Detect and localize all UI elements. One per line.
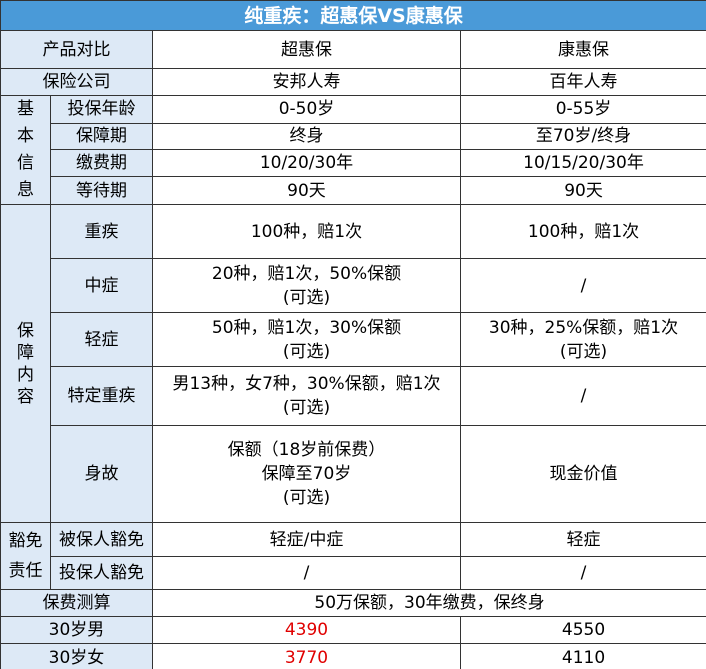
row-label: 保障期 [50,122,153,150]
group-label: 豁免责任 [8,531,43,581]
cell: 百年人寿 [459,68,706,96]
cell: 50种，赔1次，30%保额 (可选) [152,312,461,367]
cell-line: 保额（18岁前保费） [227,440,386,460]
cell-line: (可选) [282,341,331,362]
cell: / [459,556,706,590]
row: 特定重疾 男13种，女7种，30%保额，赔1次 (可选) / [1,366,706,426]
cell: 20种，赔1次，50%保额 (可选) [152,258,461,313]
row-label: 特定重疾 [50,366,153,426]
cell: 4390 [152,616,461,644]
cell-line: 20种，赔1次，50%保额 [211,263,402,284]
cell: 10/15/20/30年 [459,148,706,178]
row-label: 投保年龄 [50,95,153,124]
cell: / [459,258,706,313]
row-label: 保险公司 [0,68,153,96]
cell-line: (可选) [282,287,331,308]
row-label: 中症 [50,258,153,313]
row-label: 被保人豁免 [50,522,153,557]
row-label: 保费测算 [0,589,153,617]
cell-line: 保障至70岁 [261,464,352,484]
cell: 100种，赔1次 [459,204,706,259]
cell: 现金价值 [459,425,706,523]
cell: 30种，25%保额，赔1次 (可选) [459,312,706,367]
row: 身故 保额（18岁前保费） 保障至70岁 (可选) 现金价值 [1,425,706,523]
cell: 至70岁/终身 [459,122,706,150]
row-label: 30岁女 [0,643,153,669]
row-label: 轻症 [50,312,153,367]
header-cell: 产品对比 [0,30,153,69]
cell: / [459,366,706,426]
row-label: 30岁男 [0,616,153,644]
group-cell: 基本信息 [0,95,51,205]
group-cell: 豁免责任 [0,522,51,590]
cell: 100种，赔1次 [152,204,461,259]
cell: 轻症 [459,522,706,557]
row-label: 投保人豁免 [50,556,153,590]
cell: 保额（18岁前保费） 保障至70岁 (可选) [152,425,461,523]
cell: 终身 [152,122,461,150]
group-cell: 保障内容 [0,204,51,523]
group-label: 保障内容 [17,320,34,407]
cell-line: / [580,275,587,296]
cell-line: 30种，25%保额，赔1次 [488,317,679,338]
group-label: 基本信息 [17,99,34,200]
row-label: 身故 [50,425,153,523]
title: 纯重疾：超惠保VS康惠保 [0,0,706,31]
cell: 4110 [459,643,706,669]
row: 保障内容 重疾 100种，赔1次 100种，赔1次 [0,204,706,523]
cell: 安邦人寿 [152,68,461,96]
cell-line: / [580,386,587,406]
cell: 90天 [459,176,706,205]
cell-line: 50种，赔1次，30%保额 [211,317,402,338]
cell: / [152,556,461,590]
cell-line: 男13种，女7种，30%保额，赔1次 [172,374,441,394]
row-label: 等待期 [50,176,153,205]
cell-line: (可选) [282,488,331,508]
row-label: 重疾 [50,204,153,259]
cell: 90天 [152,176,461,205]
cell: 男13种，女7种，30%保额，赔1次 (可选) [152,366,461,426]
cell: 3770 [152,643,461,669]
row: 中症 20种，赔1次，50%保额 (可选) / [1,258,706,313]
cell-line: (可选) [282,398,331,418]
cell-line: 100种，赔1次 [527,221,640,242]
cell: 0-55岁 [459,95,706,124]
cell-line: 现金价值 [549,464,618,484]
header-cell: 超惠保 [152,30,461,69]
cell: 0-50岁 [152,95,461,124]
row: 轻症 50种，赔1次，30%保额 (可选) 30种，25%保额，赔1次 (可选) [1,312,706,367]
cell: 50万保额，30年缴费，保终身 [151,589,706,617]
cell: 4550 [459,616,706,644]
cell-line: 100种，赔1次 [250,221,363,242]
header-cell: 康惠保 [459,30,706,69]
cell-line: (可选) [559,341,608,362]
cell: 10/20/30年 [152,148,461,178]
row-label: 缴费期 [50,148,153,178]
cell: 轻症/中症 [152,522,461,557]
